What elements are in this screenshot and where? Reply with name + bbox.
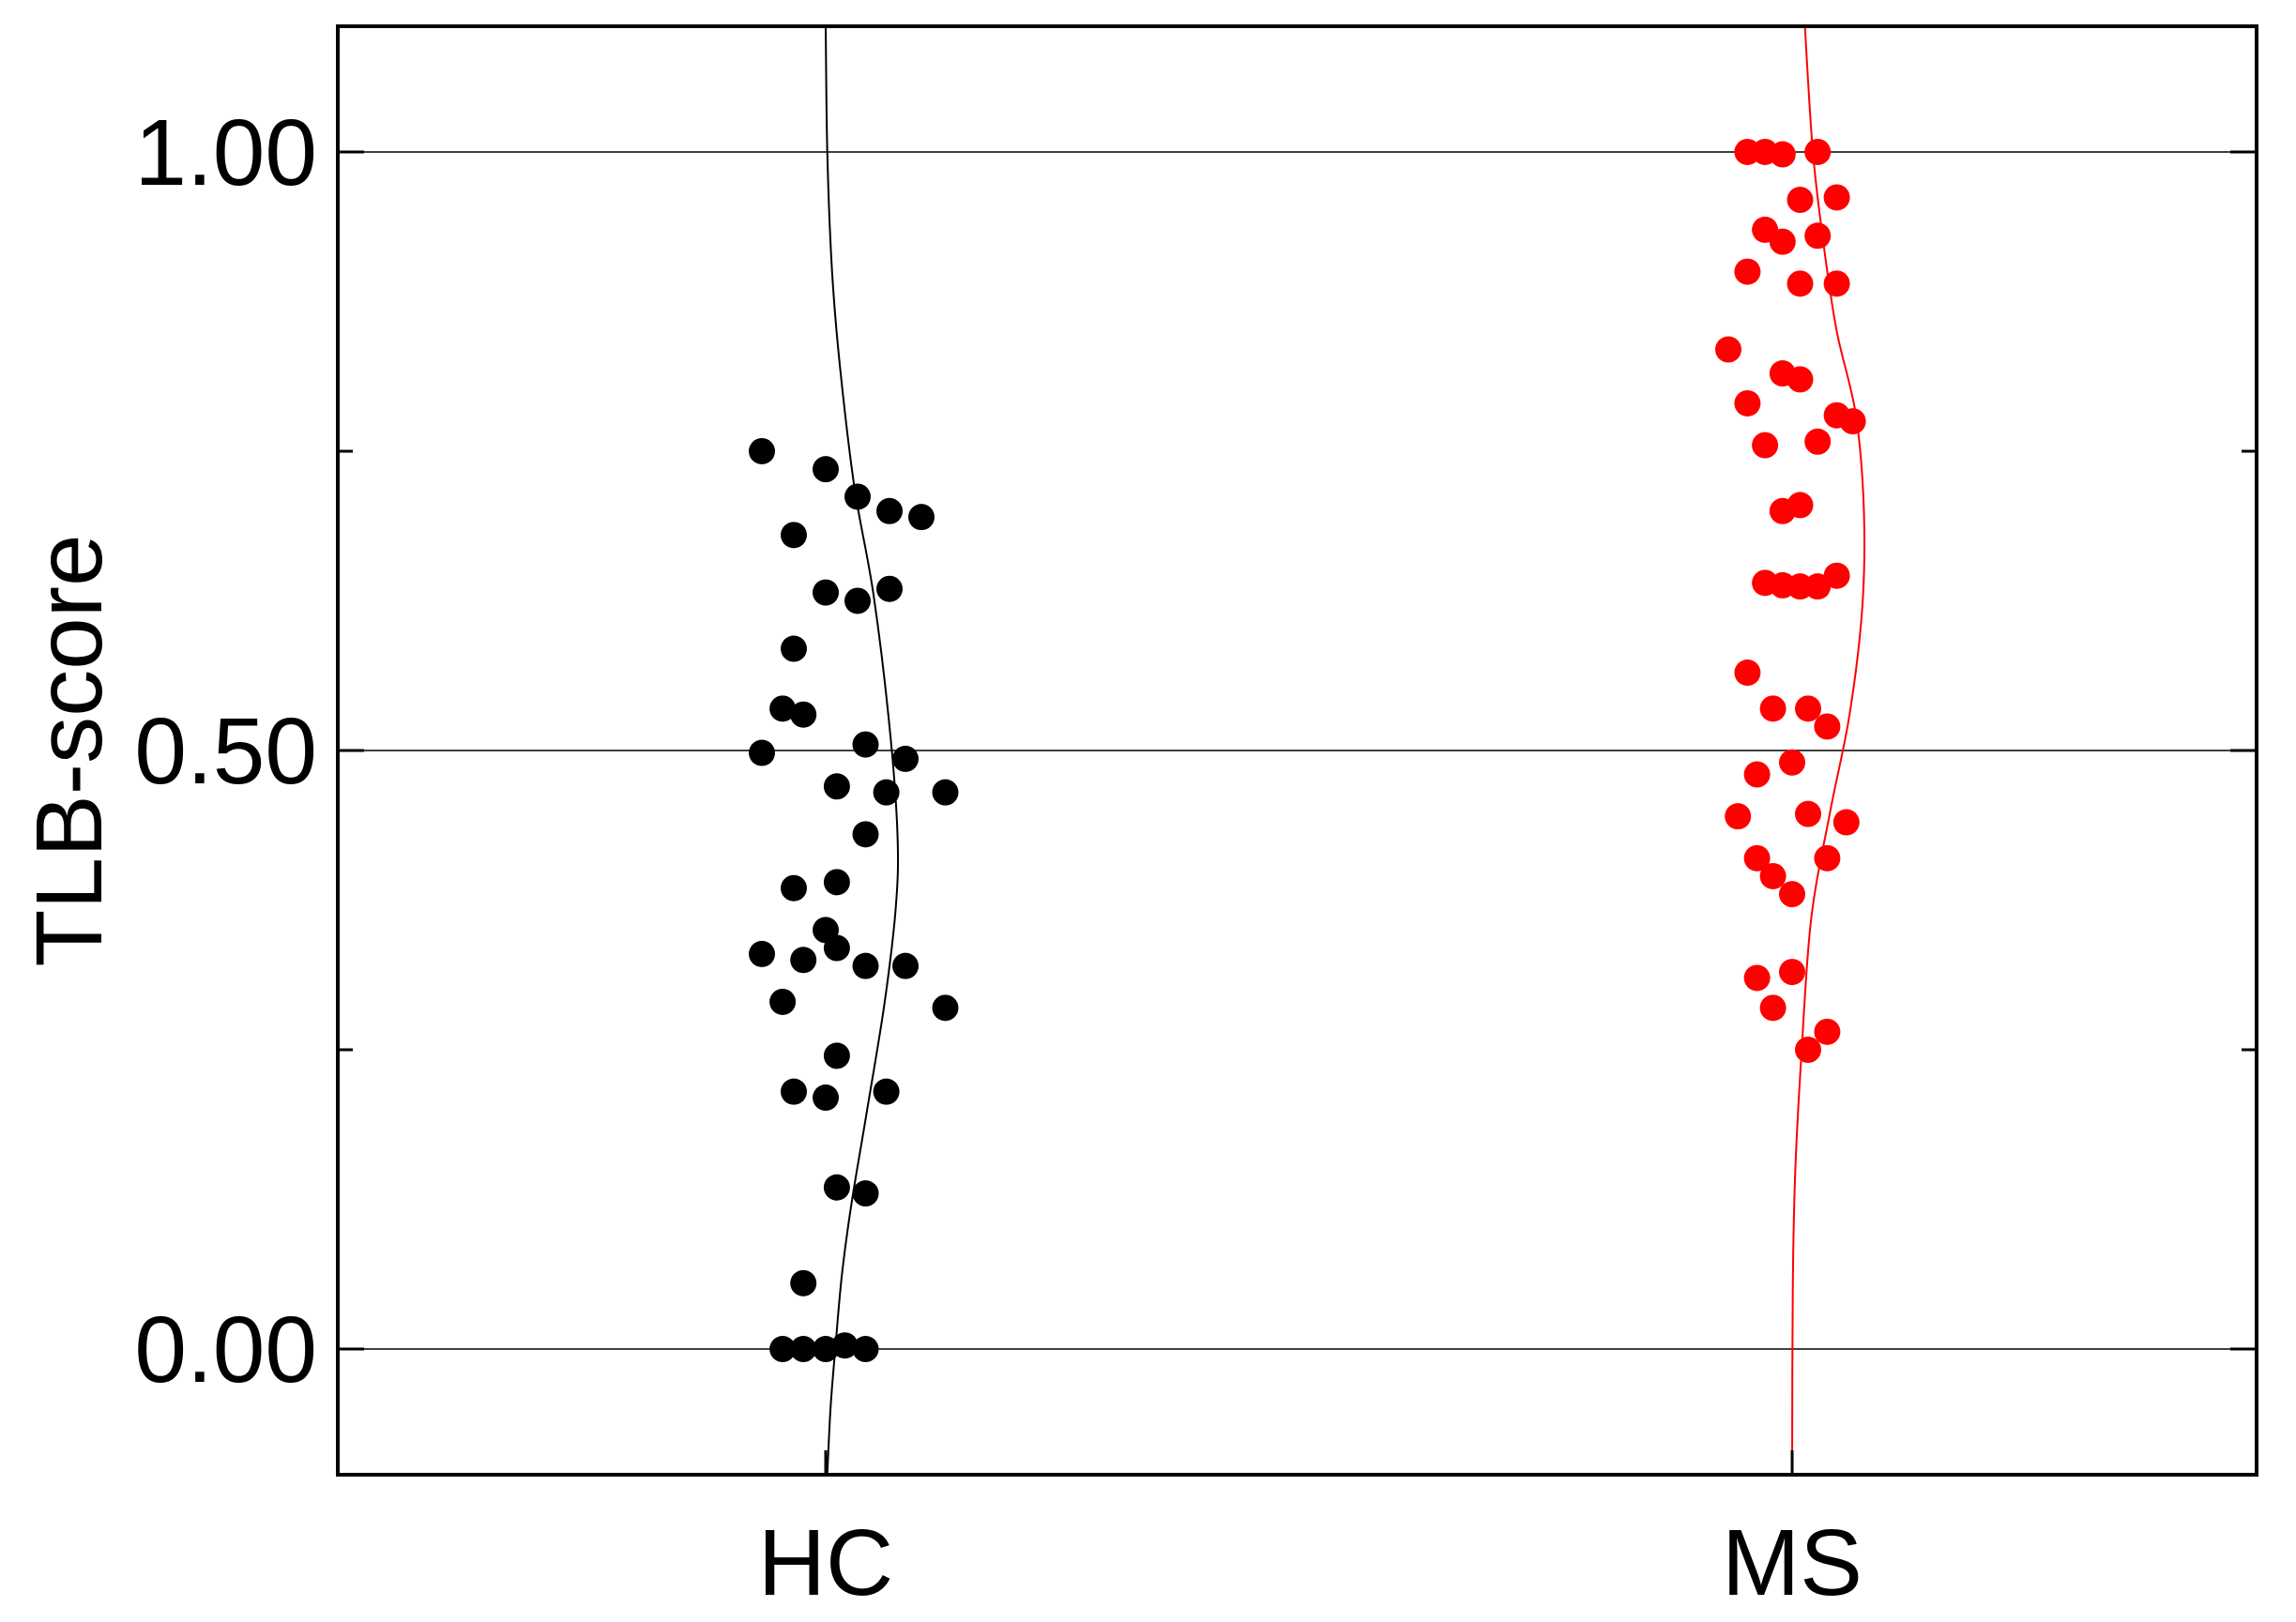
data-point-ms: [1823, 270, 1850, 297]
data-point-hc: [749, 739, 775, 766]
data-point-ms: [1804, 222, 1832, 250]
data-point-ms: [1814, 1018, 1841, 1045]
data-point-hc: [790, 1269, 817, 1296]
y-tick-label: 1.00: [134, 100, 317, 205]
data-point-ms: [1769, 228, 1796, 255]
data-point-ms: [1787, 270, 1814, 297]
data-point-ms: [1725, 803, 1752, 830]
data-point-ms: [1759, 994, 1787, 1022]
data-point-hc: [932, 779, 959, 806]
data-point-hc: [769, 695, 797, 722]
data-point-ms: [1787, 366, 1814, 393]
data-point-ms: [1734, 389, 1761, 417]
x-tick-labels: HC MS: [758, 1510, 1863, 1615]
data-point-hc: [844, 587, 871, 614]
data-points: [749, 138, 1866, 1363]
x-tick-label-ms: MS: [1722, 1510, 1863, 1615]
data-point-ms: [1734, 258, 1761, 285]
y-axis-title: TLB-score: [17, 534, 122, 966]
data-point-hc: [790, 701, 817, 728]
data-point-ms: [1832, 809, 1860, 836]
data-point-ms: [1715, 336, 1741, 363]
data-point-hc: [852, 821, 879, 848]
data-point-hc: [790, 1336, 817, 1363]
data-point-hc: [852, 731, 879, 758]
data-point-hc: [831, 1332, 859, 1359]
data-point-ms: [1814, 713, 1841, 740]
data-point-ms: [1779, 959, 1805, 986]
data-point-ms: [1779, 749, 1805, 776]
data-point-ms: [1795, 800, 1821, 827]
data-point-ms: [1743, 964, 1771, 992]
data-point-hc: [823, 934, 850, 962]
data-point-ms: [1823, 562, 1850, 589]
data-point-hc: [892, 952, 919, 979]
data-point-hc: [813, 1084, 839, 1112]
data-point-ms: [1795, 1037, 1821, 1064]
data-point-ms: [1823, 184, 1850, 211]
data-point-hc: [823, 1174, 850, 1201]
data-point-hc: [876, 497, 903, 524]
fit-curve-hc: [825, 25, 900, 1476]
fit-curves: [825, 25, 1866, 1476]
data-point-ms: [1769, 141, 1796, 168]
data-point-hc: [873, 1078, 900, 1105]
data-point-hc: [781, 635, 807, 662]
data-point-ms: [1759, 695, 1787, 722]
data-point-hc: [932, 994, 959, 1022]
data-point-hc: [876, 575, 903, 602]
data-point-ms: [1734, 659, 1761, 687]
data-point-hc: [823, 869, 850, 896]
data-point-hc: [852, 1180, 879, 1207]
data-point-hc: [844, 483, 871, 510]
data-point-ms: [1839, 408, 1866, 435]
data-point-ms: [1804, 428, 1832, 455]
data-point-ms: [1804, 138, 1832, 165]
data-point-ms: [1743, 761, 1771, 788]
data-point-hc: [823, 1042, 850, 1069]
data-point-ms: [1814, 844, 1841, 872]
data-point-ms: [1787, 492, 1814, 519]
data-point-ms: [1743, 844, 1771, 872]
data-point-hc: [813, 456, 839, 483]
data-point-hc: [873, 779, 900, 806]
y-tick-label: 0.50: [134, 699, 317, 804]
data-point-ms: [1787, 187, 1814, 214]
data-point-ms: [1779, 881, 1805, 908]
data-point-hc: [813, 579, 839, 606]
data-point-hc: [749, 437, 775, 464]
data-point-hc: [769, 988, 797, 1015]
data-point-ms: [1804, 573, 1832, 600]
axis-ticks: [338, 150, 2257, 1475]
data-point-hc: [749, 940, 775, 967]
y-tick-label: 0.00: [134, 1297, 317, 1402]
data-point-hc: [823, 773, 850, 800]
data-point-ms: [1759, 862, 1787, 889]
data-point-ms: [1752, 432, 1779, 459]
data-point-hc: [852, 952, 879, 979]
grid-lines: [338, 151, 2257, 1350]
fit-curve-ms: [1791, 25, 1866, 1476]
data-point-hc: [892, 745, 919, 772]
data-point-hc: [908, 504, 935, 531]
data-point-ms: [1795, 695, 1821, 722]
x-tick-label-hc: HC: [758, 1510, 893, 1615]
data-point-hc: [790, 947, 817, 974]
data-point-hc: [781, 874, 807, 902]
data-point-hc: [781, 1078, 807, 1105]
data-point-hc: [781, 522, 807, 549]
data-point-hc: [852, 1336, 879, 1363]
data-point-hc: [769, 1336, 797, 1363]
y-tick-labels: 0.00 0.50 1.00: [134, 100, 317, 1402]
